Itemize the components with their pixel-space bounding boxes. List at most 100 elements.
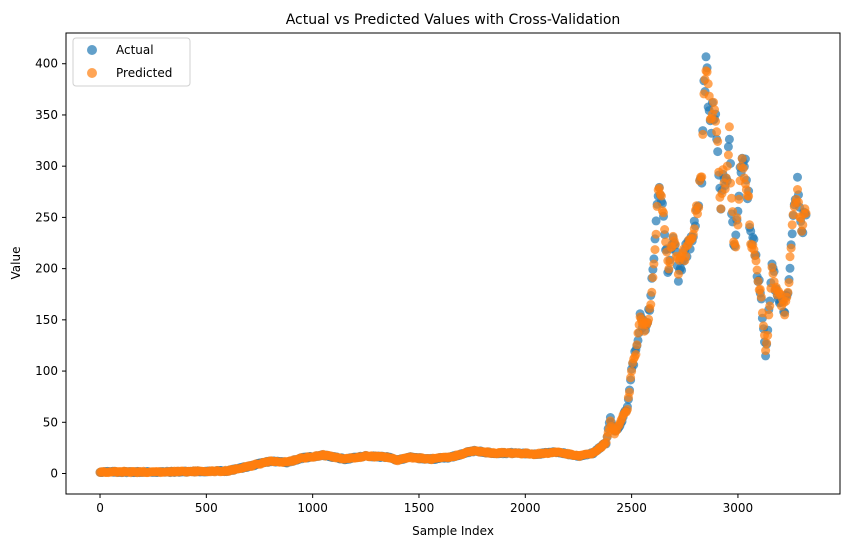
data-point-predicted — [689, 224, 699, 234]
legend-label-actual: Actual — [116, 43, 154, 57]
data-point-predicted — [798, 220, 808, 230]
y-axis-ticks: 0 50 100 150 200 250 300 350 400 — [35, 57, 66, 481]
data-point-predicted — [660, 225, 670, 234]
data-point-predicted — [716, 204, 726, 214]
data-point-predicted — [744, 191, 754, 201]
data-point-predicted — [780, 310, 790, 320]
x-axis-label: Sample Index — [412, 524, 494, 538]
data-point-predicted — [761, 346, 771, 356]
data-point-predicted — [733, 220, 743, 230]
y-tick-label: 300 — [35, 159, 58, 173]
data-point-predicted — [698, 129, 708, 139]
x-tick-label: 2500 — [616, 501, 647, 515]
x-tick-label: 2000 — [510, 501, 541, 515]
data-point-predicted — [650, 245, 660, 255]
legend-box — [72, 37, 191, 87]
data-point-predicted — [745, 220, 755, 230]
data-point-predicted — [625, 387, 634, 397]
y-tick-label: 200 — [35, 262, 58, 276]
x-tick-label: 3000 — [723, 501, 754, 515]
y-tick-label: 0 — [50, 467, 58, 481]
data-point-predicted — [711, 116, 721, 126]
data-point-predicted — [665, 257, 675, 267]
data-point-predicted — [732, 213, 742, 223]
data-point-predicted — [722, 161, 732, 171]
data-point-predicted — [726, 178, 735, 188]
data-point-predicted — [786, 243, 796, 253]
data-point-predicted — [765, 301, 775, 311]
series-predicted — [95, 66, 811, 478]
data-point-predicted — [763, 331, 773, 340]
data-point-predicted — [784, 278, 794, 288]
data-point-predicted — [783, 287, 793, 297]
data-point-predicted — [681, 251, 691, 261]
chart-title: Actual vs Predicted Values with Cross-Va… — [286, 12, 621, 28]
y-tick-label: 100 — [35, 364, 58, 378]
data-point-predicted — [724, 122, 734, 132]
data-point-predicted — [710, 105, 719, 115]
y-tick-label: 400 — [35, 57, 58, 71]
legend-marker-predicted — [87, 68, 97, 78]
data-point-predicted — [702, 67, 712, 77]
data-point-predicted — [752, 265, 762, 275]
data-point-predicted — [649, 259, 659, 269]
data-point-predicted — [646, 300, 656, 309]
data-point-predicted — [720, 184, 730, 194]
data-point-predicted — [723, 150, 733, 160]
y-tick-label: 150 — [35, 313, 58, 327]
legend: Actual Predicted — [72, 37, 191, 87]
data-point-predicted — [762, 338, 772, 348]
data-point-predicted — [751, 256, 761, 266]
data-point-predicted — [794, 197, 803, 207]
data-point-predicted — [656, 191, 666, 201]
data-point-predicted — [631, 350, 641, 359]
data-point-predicted — [801, 208, 811, 218]
data-point-predicted — [759, 321, 768, 331]
data-point-predicted — [753, 276, 763, 286]
legend-label-predicted: Predicted — [116, 66, 172, 80]
data-point-actual — [713, 147, 723, 157]
data-point-predicted — [647, 287, 657, 297]
data-point-predicted — [627, 366, 637, 376]
data-point-actual — [673, 276, 683, 286]
data-point-predicted — [737, 154, 747, 164]
y-axis-label: Value — [9, 247, 23, 280]
x-tick-label: 0 — [96, 501, 104, 515]
data-point-predicted — [670, 239, 680, 249]
data-point-actual — [785, 263, 795, 273]
data-point-actual — [724, 134, 734, 144]
x-tick-label: 500 — [195, 501, 218, 515]
data-point-predicted — [731, 242, 741, 252]
data-point-predicted — [755, 284, 765, 294]
scatter-points — [95, 52, 811, 478]
data-point-predicted — [768, 269, 778, 279]
data-point-predicted — [661, 237, 671, 247]
data-point-predicted — [727, 193, 737, 203]
data-point-predicted — [785, 252, 795, 262]
data-point-predicted — [651, 229, 661, 239]
data-point-predicted — [697, 172, 707, 182]
data-point-actual — [793, 172, 802, 182]
data-point-predicted — [622, 405, 632, 414]
x-axis-ticks: 0 500 1000 1500 2000 2500 3000 — [96, 494, 753, 515]
data-point-predicted — [734, 194, 744, 204]
data-point-actual — [701, 52, 711, 62]
data-point-predicted — [764, 310, 774, 320]
series-actual — [95, 52, 811, 478]
data-point-actual — [731, 230, 741, 240]
data-point-predicted — [644, 314, 654, 324]
y-tick-label: 50 — [43, 415, 58, 429]
y-tick-label: 250 — [35, 210, 58, 224]
x-tick-label: 1500 — [404, 501, 435, 515]
x-tick-label: 1000 — [297, 501, 328, 515]
data-point-predicted — [703, 79, 713, 89]
y-tick-label: 350 — [35, 108, 58, 122]
data-point-actual — [723, 142, 733, 152]
data-point-predicted — [738, 163, 748, 173]
axes-frame — [65, 32, 841, 495]
data-point-predicted — [673, 269, 683, 279]
data-point-predicted — [709, 97, 718, 107]
legend-marker-actual — [87, 45, 97, 55]
